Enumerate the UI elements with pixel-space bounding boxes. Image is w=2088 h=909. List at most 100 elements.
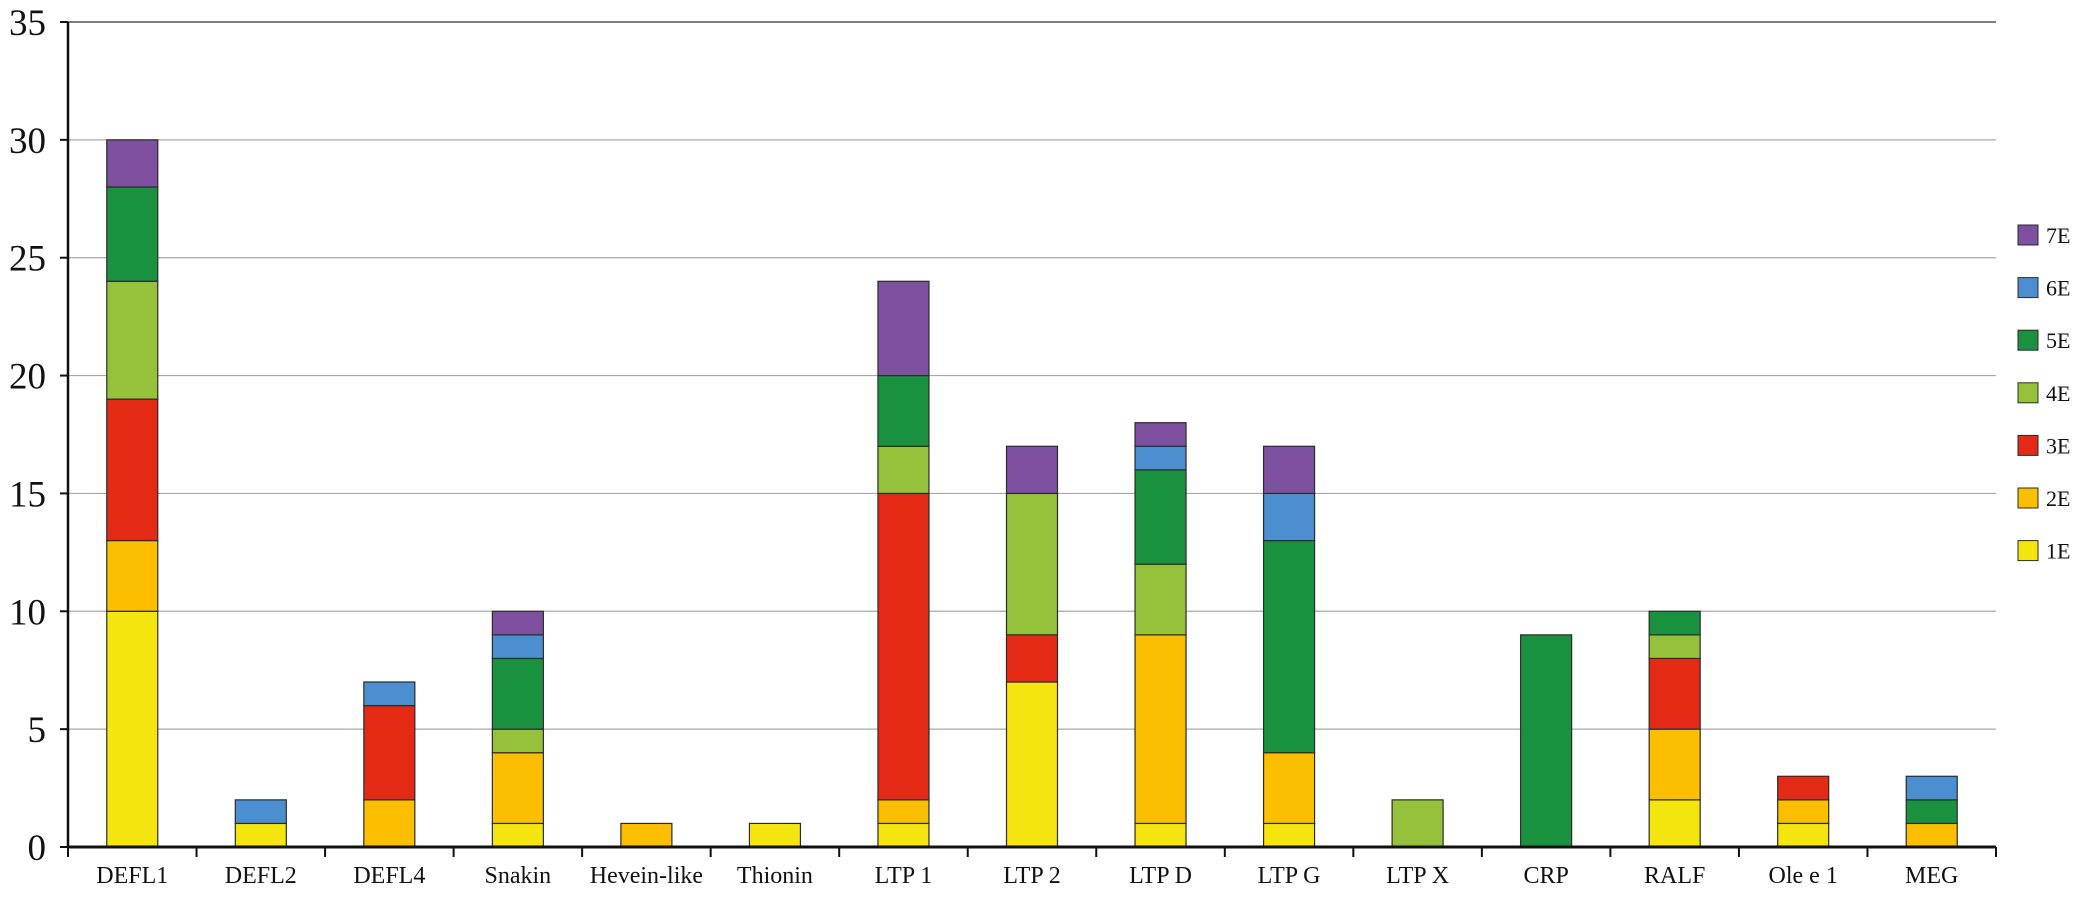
bar-segment-defl1-1e [106,610,159,848]
y-tick-label: 15 [9,474,46,515]
bar-segment-ltp-1-4e [877,445,930,495]
bar-segment-snakin-7e [491,610,544,636]
bar-segment-ltp-d-7e [1134,422,1187,447]
bar-segment-thionin-1e [748,822,802,848]
x-tick-label: DEFL4 [353,863,425,889]
x-tick-labels: DEFL1 DEFL2 DEFL4 Snakin Hevein-like Thionin L… [96,863,1958,889]
x-tick-label: Ole e 1 [1769,863,1838,889]
bar-segment-ltp-1-5e [877,374,930,447]
bar-segment-defl1-2e [106,539,159,612]
x-tick-label: RALF [1644,863,1705,889]
bar-segment-snakin-1e [491,822,544,848]
bar-segment-defl4-2e [363,799,416,848]
legend-swatch [2017,434,2039,456]
y-tick-label: 30 [9,121,46,162]
y-tick-label: 35 [9,3,46,44]
x-tick-label: DEFL2 [225,863,297,889]
legend-item-7e: 7E [2017,223,2070,248]
legend-label: 2E [2046,486,2070,511]
bar-segment-hevein-like-2e [620,822,673,848]
legend-label: 4E [2046,381,2070,406]
grid-lines [68,21,1996,730]
bar-segment-defl1-5e [106,186,159,282]
bar-segment-ole-e-1-3e [1777,775,1830,801]
legend-label: 1E [2046,539,2070,564]
x-tick-label: Snakin [485,863,552,889]
y-tick-label: 10 [9,592,46,633]
legend-item-1e: 1E [2017,539,2070,564]
bar-segment-ralf-1e [1648,799,1701,848]
bar-segment-ltp-1-3e [877,492,930,801]
bar-segment-defl1-4e [106,280,159,400]
legend-swatch [2017,224,2039,246]
legend-label: 3E [2046,433,2070,458]
x-tick-label: LTP D [1129,863,1192,889]
legend-label: 6E [2046,276,2070,301]
x-tick-label: LTP 1 [875,863,933,889]
bar-segment-ltp-g-5e [1262,539,1316,754]
bar-segment-ltp-d-2e [1134,634,1187,825]
bar-segment-defl2-1e [234,822,287,848]
legend-swatch [2017,487,2039,509]
bar-segment-ole-e-1-2e [1777,799,1830,825]
legend-swatch [2017,382,2039,404]
bar-segment-snakin-5e [491,657,544,730]
bar-segment-snakin-4e [491,728,544,754]
bar-segment-ltp-g-1e [1262,822,1316,848]
bar-segment-ltp-g-2e [1262,752,1316,825]
legend-item-2e: 2E [2017,486,2070,511]
bar-segment-ltp-2-7e [1005,445,1059,495]
y-tick-labels: 0 5 10 15 20 25 30 35 [9,3,46,869]
bar-segment-ralf-2e [1648,728,1701,801]
bar-segment-defl1-7e [106,139,159,188]
bar-segment-ltp-2-3e [1005,634,1059,683]
legend-item-4e: 4E [2017,381,2070,406]
legend-item-3e: 3E [2017,433,2070,458]
bar-segment-defl4-6e [363,681,416,707]
bar-segment-ltp-d-6e [1134,445,1187,471]
y-tick-label: 0 [28,828,47,869]
legend-label: 7E [2046,223,2070,248]
legend: 7E 6E 5E 4E 3E 2E 1E [2017,223,2070,564]
bars [106,139,1958,848]
x-tick-label: CRP [1523,863,1568,889]
bar-segment-ltp-d-4e [1134,563,1187,636]
legend-item-5e: 5E [2017,328,2070,353]
legend-item-6e: 6E [2017,276,2070,301]
x-tick-label: DEFL1 [96,863,168,889]
bar-segment-ole-e-1-1e [1777,822,1830,848]
bar-segment-ralf-4e [1648,634,1701,660]
bar-segment-snakin-2e [491,752,544,825]
bar-segment-ltp-1-7e [877,280,930,377]
bar-segment-crp-5e [1520,634,1573,848]
x-tick-label: MEG [1905,863,1958,889]
legend-label: 5E [2046,328,2070,353]
bar-segment-ltp-d-1e [1134,822,1187,848]
bar-segment-ltp-2-4e [1005,492,1059,636]
legend-swatch [2017,277,2039,299]
bar-segment-ltp-1-1e [877,822,930,848]
y-tick-label: 5 [28,710,47,751]
bar-segment-ltp-g-6e [1262,492,1316,542]
legend-swatch [2017,329,2039,351]
x-tick-label: Hevein-like [590,863,703,889]
bar-segment-snakin-6e [491,634,544,660]
x-tick-label: LTP 2 [1003,863,1061,889]
bar-segment-meg-6e [1905,775,1958,801]
bar-segment-ltp-1-2e [877,799,930,825]
bar-segment-ltp-d-5e [1134,469,1187,565]
x-tick-label: Thionin [737,863,813,889]
y-tick-label: 25 [9,239,46,280]
axes [60,21,1997,857]
y-tick-label: 20 [9,357,46,398]
bar-segment-ltp-g-7e [1262,445,1316,495]
bar-segment-meg-5e [1905,799,1958,825]
x-tick-label: LTP X [1386,863,1449,889]
legend-swatch [2017,540,2039,562]
bar-segment-ralf-3e [1648,657,1701,730]
bar-segment-defl4-3e [363,704,416,801]
bar-segment-meg-2e [1905,822,1958,848]
x-tick-label: LTP G [1258,863,1321,889]
